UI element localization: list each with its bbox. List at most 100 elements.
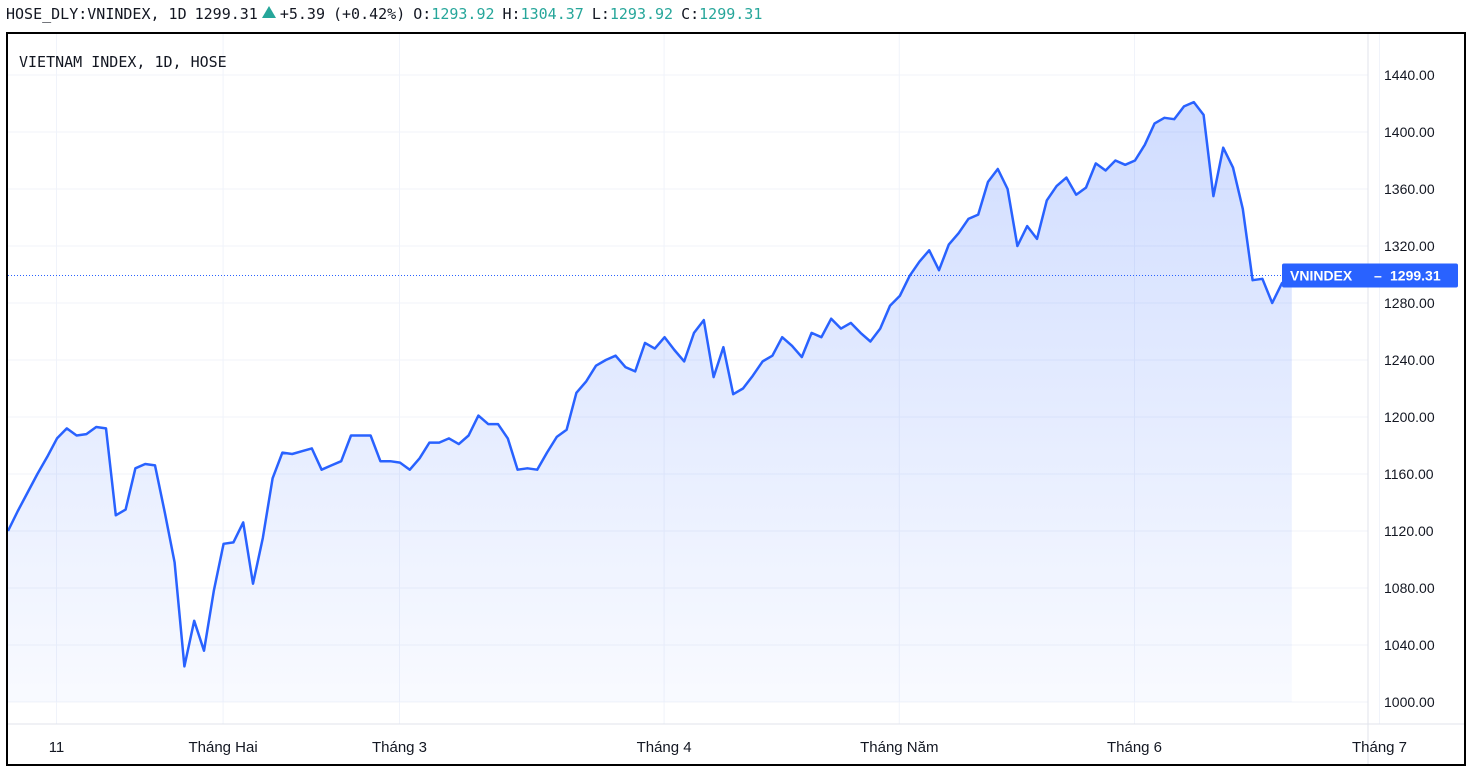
chart-title: VIETNAM INDEX, 1D, HOSE xyxy=(19,53,227,71)
price-point xyxy=(967,218,969,220)
time-axis[interactable]: 11 Tháng Hai Tháng 3 Tháng 4 Tháng Năm Tháng … xyxy=(49,739,1464,756)
price-point xyxy=(556,436,558,438)
price-point xyxy=(771,355,773,357)
chart-panel[interactable]: 1000.00 1040.00 1080.00 1120.00 1160.00 1200.… xyxy=(6,32,1466,766)
x-tick-label: Tháng 4 xyxy=(637,739,692,756)
price-point xyxy=(1134,159,1136,161)
price-point xyxy=(203,650,205,652)
price-point xyxy=(134,467,136,469)
price-point xyxy=(614,355,616,357)
price-point xyxy=(948,243,950,245)
price-point xyxy=(418,457,420,459)
price-point xyxy=(663,336,665,338)
price-point xyxy=(164,511,166,513)
price-point xyxy=(1016,245,1018,247)
price-point xyxy=(791,345,793,347)
x-tick-label: Tháng Năm xyxy=(860,739,938,756)
y-tick-label: 1320.00 xyxy=(1384,238,1435,254)
price-point xyxy=(458,443,460,445)
last-price-badge-dash: – xyxy=(1374,267,1382,283)
price-point xyxy=(1085,186,1087,188)
price-point xyxy=(1222,147,1224,149)
price-point xyxy=(173,561,175,563)
price-point xyxy=(56,437,58,439)
price-point xyxy=(899,295,901,297)
price-point xyxy=(546,451,548,453)
price-point xyxy=(977,213,979,215)
price-chart[interactable]: 1000.00 1040.00 1080.00 1120.00 1160.00 1200.… xyxy=(8,34,1464,764)
price-point xyxy=(1202,114,1204,116)
price-point xyxy=(1144,144,1146,146)
price-point xyxy=(311,447,313,449)
price-point xyxy=(1055,185,1057,187)
price-point xyxy=(124,508,126,510)
ohlc-legend: HOSE_DLY:VNINDEX, 1D 1299.31 +5.39 (+0.4… xyxy=(6,2,762,26)
price-point xyxy=(350,434,352,436)
high-value: 1304.37 xyxy=(520,5,584,23)
price-point xyxy=(1153,122,1155,124)
price-point xyxy=(17,510,19,512)
last-price-badge: VNINDEX – 1299.31 xyxy=(1282,263,1458,288)
y-tick-label: 1240.00 xyxy=(1384,352,1435,368)
price-point xyxy=(938,269,940,271)
price-point xyxy=(271,477,273,479)
price-point xyxy=(1095,162,1097,164)
price-area-fill xyxy=(8,102,1292,703)
price-point xyxy=(1036,238,1038,240)
price-point xyxy=(213,590,215,592)
last-price: 1299.31 xyxy=(194,5,258,23)
price-point xyxy=(605,359,607,361)
price-point xyxy=(889,305,891,307)
y-tick-label: 1040.00 xyxy=(1384,637,1435,653)
symbol-label: HOSE_DLY:VNINDEX, 1D xyxy=(6,5,187,23)
price-point xyxy=(712,376,714,378)
price-point xyxy=(1261,278,1263,280)
price-point xyxy=(722,346,724,348)
price-point xyxy=(75,434,77,436)
price-point xyxy=(644,342,646,344)
price-point xyxy=(859,332,861,334)
price-point xyxy=(918,261,920,263)
price-point xyxy=(487,423,489,425)
price-point xyxy=(1114,159,1116,161)
price-point xyxy=(928,249,930,251)
price-point xyxy=(438,441,440,443)
price-point xyxy=(36,473,38,475)
price-point xyxy=(1271,302,1273,304)
price-point xyxy=(1251,279,1253,281)
price-point xyxy=(634,370,636,372)
price-point xyxy=(526,467,528,469)
x-tick-label: 11 xyxy=(49,739,65,756)
price-point xyxy=(232,541,234,543)
price-point xyxy=(360,434,362,436)
price-point xyxy=(908,275,910,277)
open-value: 1293.92 xyxy=(431,5,495,23)
price-point xyxy=(1065,176,1067,178)
price-point xyxy=(252,583,254,585)
price-point xyxy=(222,543,224,545)
close-value: 1299.31 xyxy=(699,5,763,23)
price-point xyxy=(281,451,283,453)
price-axis[interactable]: 1000.00 1040.00 1080.00 1120.00 1160.00 1200.… xyxy=(1384,67,1435,710)
y-tick-label: 1360.00 xyxy=(1384,181,1435,197)
price-point xyxy=(1193,101,1195,103)
y-tick-label: 1440.00 xyxy=(1384,67,1435,83)
price-point xyxy=(193,620,195,622)
price-point xyxy=(575,392,577,394)
price-point xyxy=(654,347,656,349)
high-label: H: xyxy=(502,5,521,23)
price-point xyxy=(1163,117,1165,119)
price-point xyxy=(399,461,401,463)
price-point xyxy=(26,491,28,493)
price-point xyxy=(1124,164,1126,166)
price-point xyxy=(105,427,107,429)
y-tick-label: 1160.00 xyxy=(1384,466,1434,482)
price-point xyxy=(301,450,303,452)
price-point xyxy=(66,427,68,429)
price-point xyxy=(1183,105,1185,107)
price-point xyxy=(1242,208,1244,210)
price-point xyxy=(379,460,381,462)
price-point xyxy=(624,366,626,368)
x-tick-label: Tháng 3 xyxy=(372,739,427,756)
price-point xyxy=(997,168,999,170)
